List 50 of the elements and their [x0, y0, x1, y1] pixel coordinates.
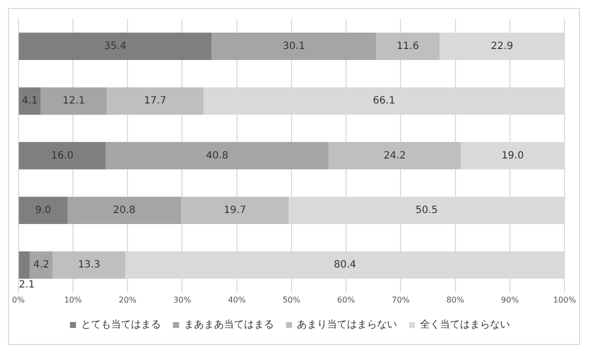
bar [376, 32, 440, 60]
legend-label: まあまあ当てはまる [184, 318, 274, 331]
data-label: 80.4 [334, 260, 356, 271]
legend-label: とても当てはまる [81, 318, 161, 331]
data-label: 4.2 [33, 260, 50, 271]
x-tick-label: 50% [282, 295, 301, 304]
data-label: 40.8 [206, 150, 228, 162]
x-tick-label: 0% [12, 295, 26, 304]
bar [181, 196, 289, 224]
data-label: 16.0 [51, 150, 74, 162]
bar [18, 251, 30, 279]
data-label: 12.1 [62, 96, 85, 107]
data-label: 50.5 [416, 204, 438, 216]
bar [18, 142, 106, 170]
bar [40, 87, 107, 115]
data-label: 13.3 [78, 260, 100, 271]
legend-label: あまり当てはまらない [297, 318, 397, 331]
bar [106, 142, 329, 170]
bar [212, 32, 376, 60]
data-label: 4.1 [22, 96, 38, 107]
x-tick-label: 100% [553, 295, 576, 304]
bar [18, 32, 212, 60]
x-tick-label: 80% [446, 295, 465, 304]
data-label: 20.8 [113, 204, 136, 216]
x-tick-label: 20% [118, 295, 137, 304]
data-label: 66.1 [372, 96, 396, 107]
data-label: 19.7 [224, 204, 246, 216]
x-tick-label: 30% [173, 295, 192, 304]
x-tick-label: 90% [501, 295, 520, 304]
data-label: 2.1 [18, 279, 35, 290]
bar [30, 251, 53, 279]
data-label: 17.7 [144, 96, 166, 107]
bar [106, 87, 204, 115]
data-label: 24.2 [384, 150, 406, 162]
data-label: 11.6 [396, 40, 419, 52]
data-label: 35.4 [104, 40, 126, 52]
bar [68, 196, 182, 224]
bar [18, 87, 41, 115]
legend-label: 全く当てはまらない [420, 318, 510, 331]
x-tick-label: 40% [228, 295, 246, 304]
bar [18, 196, 68, 224]
data-label: 19.0 [502, 150, 524, 162]
x-tick-label: 70% [392, 295, 410, 304]
bar [328, 142, 461, 170]
x-tick-label: 10% [64, 295, 82, 304]
bar [52, 251, 126, 279]
data-label: 9.0 [35, 204, 52, 216]
data-label: 22.9 [490, 40, 514, 52]
data-label: 30.1 [282, 40, 306, 52]
x-tick-label: 60% [337, 295, 356, 304]
